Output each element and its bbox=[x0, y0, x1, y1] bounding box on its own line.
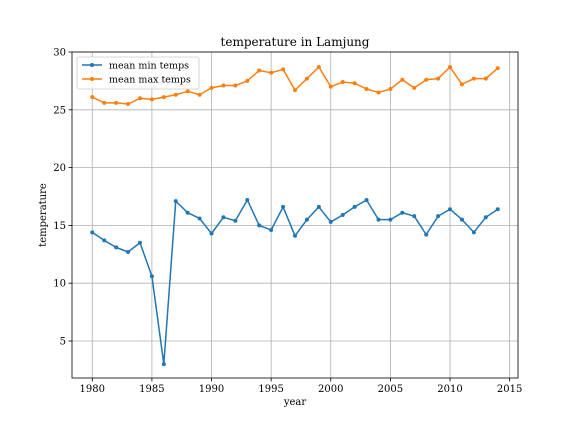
data-point bbox=[197, 92, 202, 97]
data-point bbox=[161, 95, 166, 100]
data-point bbox=[114, 245, 119, 250]
legend-box bbox=[76, 56, 200, 90]
data-point bbox=[221, 83, 226, 88]
data-point bbox=[388, 86, 393, 91]
data-point bbox=[316, 65, 321, 70]
data-point bbox=[304, 217, 309, 222]
data-point bbox=[448, 65, 453, 70]
data-point bbox=[245, 197, 250, 202]
data-point bbox=[90, 230, 95, 235]
data-point bbox=[209, 85, 214, 90]
data-point bbox=[126, 249, 131, 254]
data-point bbox=[185, 210, 190, 215]
data-point bbox=[448, 207, 453, 212]
axis-ticks: 1980 1985 1990 1995 2000 2005 2010 2015 5 10 15 20 2… bbox=[53, 48, 522, 396]
data-point bbox=[293, 88, 297, 93]
data-point bbox=[424, 232, 429, 237]
data-point bbox=[459, 82, 464, 87]
y-tick-label: 5 bbox=[60, 337, 66, 348]
data-point bbox=[471, 76, 476, 81]
data-point bbox=[197, 216, 202, 221]
data-point bbox=[209, 231, 214, 236]
data-point bbox=[114, 100, 119, 105]
data-point bbox=[281, 204, 286, 209]
data-point bbox=[126, 102, 131, 107]
legend-marker-min bbox=[90, 63, 94, 67]
data-point bbox=[340, 80, 345, 85]
data-point bbox=[102, 100, 107, 105]
data-point bbox=[149, 97, 154, 102]
data-point bbox=[495, 207, 500, 212]
legend-label-max: mean max temps bbox=[109, 75, 191, 86]
data-point bbox=[483, 215, 488, 220]
data-point bbox=[90, 95, 95, 100]
y-tick-label: 10 bbox=[53, 279, 66, 290]
data-point bbox=[221, 215, 226, 220]
y-tick-label: 15 bbox=[53, 221, 66, 232]
y-tick-label: 30 bbox=[53, 48, 66, 59]
plot-frame bbox=[71, 51, 519, 379]
data-point bbox=[185, 89, 190, 94]
x-tick-label: 1980 bbox=[80, 384, 105, 395]
data-point bbox=[436, 214, 441, 219]
data-point bbox=[471, 230, 476, 235]
data-point bbox=[495, 66, 500, 71]
x-tick-label: 1995 bbox=[258, 384, 283, 395]
legend-marker-max bbox=[90, 77, 94, 81]
series-layer bbox=[90, 65, 500, 367]
x-tick-label: 2015 bbox=[497, 384, 522, 395]
data-point bbox=[364, 197, 369, 202]
data-point bbox=[412, 214, 417, 219]
data-point bbox=[173, 92, 178, 97]
legend: mean min temps mean max temps bbox=[76, 56, 200, 90]
data-point bbox=[149, 274, 154, 279]
data-point bbox=[257, 223, 262, 228]
data-point bbox=[436, 76, 441, 81]
data-point bbox=[293, 233, 297, 238]
data-point bbox=[257, 68, 262, 73]
data-point bbox=[328, 219, 333, 224]
data-point bbox=[269, 228, 274, 233]
legend-label-min: mean min temps bbox=[109, 61, 189, 72]
data-point bbox=[376, 217, 381, 222]
y-tick-label: 25 bbox=[53, 105, 66, 116]
data-point bbox=[412, 85, 417, 90]
data-point bbox=[352, 204, 357, 209]
data-point bbox=[328, 84, 333, 89]
data-point bbox=[483, 76, 488, 81]
data-point bbox=[364, 86, 369, 91]
data-point bbox=[233, 83, 238, 88]
data-point bbox=[376, 90, 381, 95]
data-point bbox=[233, 218, 238, 223]
data-point bbox=[424, 77, 429, 82]
data-point bbox=[340, 213, 345, 217]
data-point bbox=[352, 81, 357, 86]
data-point bbox=[245, 78, 250, 83]
x-tick-label: 1990 bbox=[199, 384, 224, 395]
data-point bbox=[173, 199, 178, 204]
data-point bbox=[269, 70, 274, 75]
data-point bbox=[137, 96, 142, 101]
y-axis-label: temperature bbox=[38, 183, 49, 247]
data-point bbox=[304, 76, 309, 81]
data-point bbox=[281, 67, 286, 72]
x-tick-label: 2000 bbox=[318, 384, 343, 395]
x-tick-label: 2010 bbox=[437, 384, 462, 395]
data-point bbox=[316, 204, 321, 209]
x-axis-label: year bbox=[283, 397, 307, 408]
x-tick-label: 1985 bbox=[139, 384, 164, 395]
data-point bbox=[400, 77, 405, 82]
chart-title: temperature in Lamjung bbox=[221, 35, 370, 49]
y-tick-label: 20 bbox=[53, 163, 66, 174]
data-point bbox=[102, 238, 107, 243]
data-point bbox=[388, 217, 393, 222]
data-point bbox=[161, 362, 166, 367]
x-tick-label: 2005 bbox=[378, 384, 403, 395]
data-point bbox=[137, 240, 142, 245]
data-point bbox=[400, 210, 405, 215]
data-point bbox=[459, 217, 464, 222]
